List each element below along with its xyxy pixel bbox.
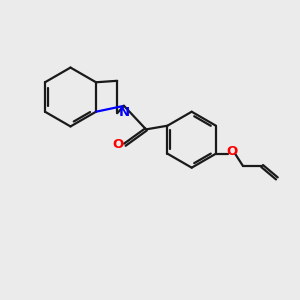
Text: O: O: [113, 138, 124, 151]
Text: N: N: [119, 106, 130, 119]
Text: O: O: [226, 146, 237, 158]
